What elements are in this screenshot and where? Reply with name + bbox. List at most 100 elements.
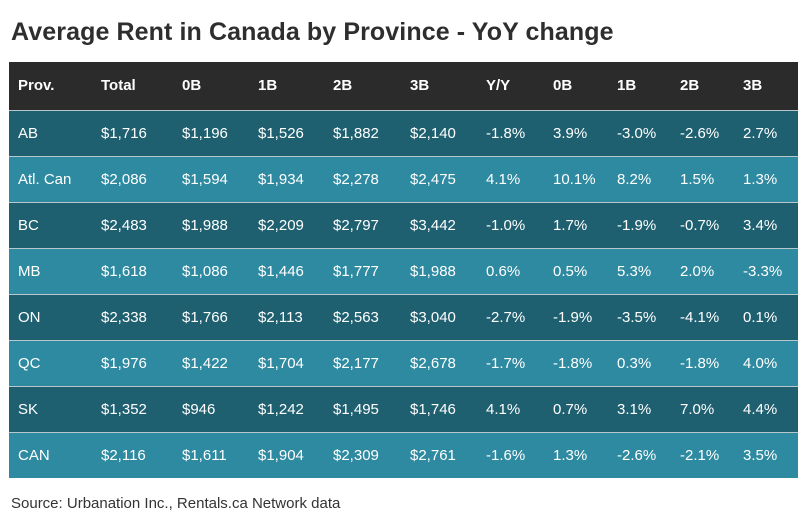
value-cell: 1.3% <box>553 446 588 464</box>
value-cell: $1,352 <box>101 400 147 418</box>
table-row: SK $1,352 $946 $1,242 $1,495 $1,746 4.1% 0.7% 3.… <box>9 386 798 432</box>
value-cell: -2.6% <box>617 446 657 464</box>
column-header: 1B <box>617 77 637 95</box>
value-cell: $2,177 <box>333 354 379 372</box>
value-cell: $1,422 <box>182 354 228 372</box>
column-header: 3B <box>743 77 763 95</box>
value-cell: $946 <box>182 400 216 418</box>
value-cell: -1.7% <box>486 354 526 372</box>
value-cell: 5.3% <box>617 262 652 280</box>
value-cell: 4.1% <box>486 400 521 418</box>
value-cell: 0.1% <box>743 308 778 326</box>
table-row: MB $1,618 $1,086 $1,446 $1,777 $1,988 0.6% 0.5%… <box>9 248 798 294</box>
value-cell: $1,777 <box>333 262 379 280</box>
value-cell: 8.2% <box>617 170 652 188</box>
column-header: 2B <box>680 77 700 95</box>
value-cell: -1.0% <box>486 216 526 234</box>
column-header: 2B <box>333 77 353 95</box>
column-header: 0B <box>182 77 202 95</box>
value-cell: 0.7% <box>553 400 588 418</box>
province-cell: CAN <box>18 446 50 464</box>
value-cell: -0.7% <box>680 216 720 234</box>
value-cell: $1,704 <box>258 354 304 372</box>
value-cell: -1.8% <box>680 354 720 372</box>
value-cell: $2,086 <box>101 170 147 188</box>
value-cell: $1,242 <box>258 400 304 418</box>
province-cell: BC <box>18 216 39 234</box>
province-cell: QC <box>18 354 41 372</box>
value-cell: $2,338 <box>101 308 147 326</box>
value-cell: 1.3% <box>743 170 778 188</box>
value-cell: $1,196 <box>182 124 228 142</box>
value-cell: 1.5% <box>680 170 715 188</box>
province-cell: SK <box>18 400 39 418</box>
value-cell: $1,618 <box>101 262 147 280</box>
table-row: CAN $2,116 $1,611 $1,904 $2,309 $2,761 -1.6% 1.… <box>9 432 798 478</box>
value-cell: $1,526 <box>258 124 304 142</box>
value-cell: 4.1% <box>486 170 521 188</box>
value-cell: 2.0% <box>680 262 715 280</box>
value-cell: $1,934 <box>258 170 304 188</box>
value-cell: $2,483 <box>101 216 147 234</box>
value-cell: -1.8% <box>486 124 526 142</box>
value-cell: $2,797 <box>333 216 379 234</box>
table-row: Atl. Can $2,086 $1,594 $1,934 $2,278 $2,475 4.… <box>9 156 798 202</box>
table-row: AB $1,716 $1,196 $1,526 $1,882 $2,140 -1.8% 3.9… <box>9 110 798 156</box>
value-cell: -3.3% <box>743 262 783 280</box>
value-cell: $1,495 <box>333 400 379 418</box>
value-cell: 3.4% <box>743 216 778 234</box>
province-cell: AB <box>18 124 39 142</box>
value-cell: 0.6% <box>486 262 521 280</box>
value-cell: $3,442 <box>410 216 456 234</box>
value-cell: 7.0% <box>680 400 715 418</box>
value-cell: $1,988 <box>410 262 456 280</box>
province-cell: MB <box>18 262 41 280</box>
value-cell: $2,678 <box>410 354 456 372</box>
value-cell: $1,611 <box>182 446 227 464</box>
value-cell: 0.5% <box>553 262 588 280</box>
value-cell: -1.8% <box>553 354 593 372</box>
value-cell: $2,116 <box>101 446 146 464</box>
value-cell: -2.7% <box>486 308 526 326</box>
value-cell: $3,040 <box>410 308 456 326</box>
table-header-row: Prov. Total 0B 1B 2B 3B Y/Y 0B 1B 2B 3B <box>9 62 798 110</box>
chart-title: Average Rent in Canada by Province - YoY… <box>11 18 614 46</box>
column-header: Total <box>101 77 136 95</box>
table-row: BC $2,483 $1,988 $2,209 $2,797 $3,442 -1.0% 1.7… <box>9 202 798 248</box>
value-cell: $2,209 <box>258 216 304 234</box>
value-cell: 10.1% <box>553 170 596 188</box>
table-body: AB $1,716 $1,196 $1,526 $1,882 $2,140 -1.8% 3.9… <box>9 110 798 478</box>
value-cell: $2,278 <box>333 170 379 188</box>
value-cell: $2,113 <box>258 308 303 326</box>
column-header: 0B <box>553 77 573 95</box>
value-cell: $1,746 <box>410 400 456 418</box>
value-cell: -1.6% <box>486 446 526 464</box>
value-cell: $1,882 <box>333 124 379 142</box>
column-header: 3B <box>410 77 430 95</box>
value-cell: 1.7% <box>553 216 588 234</box>
value-cell: 3.1% <box>617 400 652 418</box>
value-cell: $1,976 <box>101 354 147 372</box>
table-row: QC $1,976 $1,422 $1,704 $2,177 $2,678 -1.7% -1.… <box>9 340 798 386</box>
value-cell: $2,761 <box>410 446 456 464</box>
value-cell: $1,766 <box>182 308 228 326</box>
column-header: Y/Y <box>486 77 511 95</box>
column-header: 1B <box>258 77 278 95</box>
value-cell: 4.0% <box>743 354 778 372</box>
value-cell: $1,086 <box>182 262 228 280</box>
value-cell: $1,988 <box>182 216 228 234</box>
value-cell: $2,475 <box>410 170 456 188</box>
column-header: Prov. <box>18 77 55 95</box>
value-cell: -3.0% <box>617 124 657 142</box>
value-cell: 3.9% <box>553 124 588 142</box>
value-cell: -3.5% <box>617 308 657 326</box>
source-note: Source: Urbanation Inc., Rentals.ca Netw… <box>11 495 341 512</box>
value-cell: -4.1% <box>680 308 720 326</box>
rent-table: Prov. Total 0B 1B 2B 3B Y/Y 0B 1B 2B 3B … <box>9 62 798 478</box>
value-cell: $1,446 <box>258 262 304 280</box>
table-row: ON $2,338 $1,766 $2,113 $2,563 $3,040 -2.7% -1.… <box>9 294 798 340</box>
value-cell: -2.1% <box>680 446 720 464</box>
value-cell: $2,563 <box>333 308 379 326</box>
value-cell: $1,594 <box>182 170 228 188</box>
province-cell: Atl. Can <box>18 170 72 188</box>
